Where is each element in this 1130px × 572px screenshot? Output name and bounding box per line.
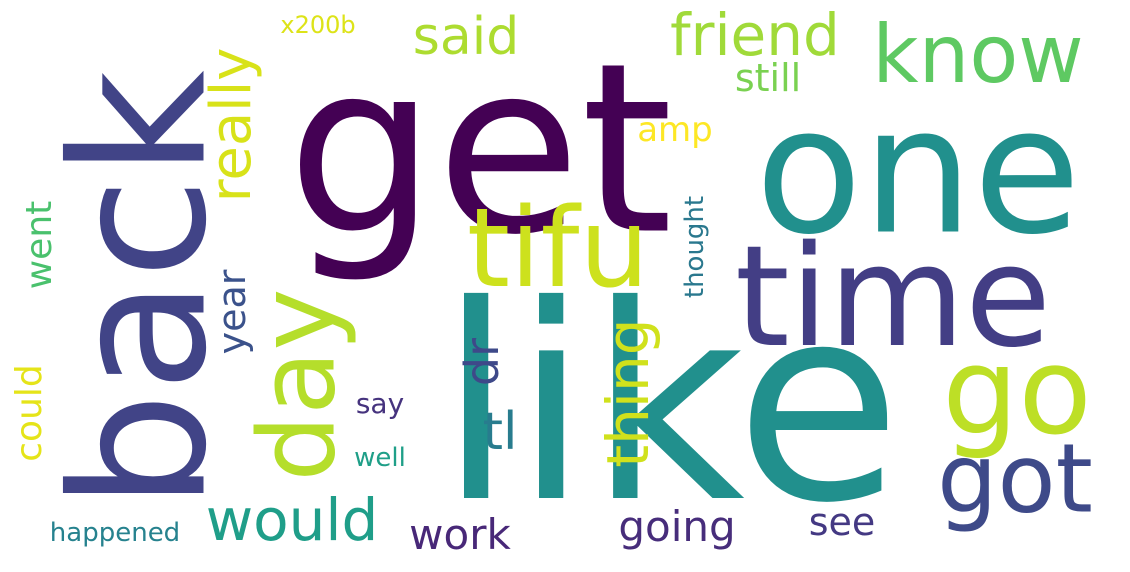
word-get: get: [287, 13, 673, 287]
word-work: work: [409, 510, 511, 559]
word-year: year: [210, 269, 254, 355]
word-say: say: [355, 387, 405, 420]
word-going: going: [618, 502, 736, 551]
word-well: well: [354, 443, 406, 473]
word-x200b: x200b: [280, 11, 356, 39]
word-one: one: [755, 70, 1081, 274]
word-amp: amp: [637, 110, 713, 150]
word-day: day: [236, 288, 359, 482]
word-could: could: [9, 364, 50, 462]
word-friend: friend: [670, 1, 840, 69]
word-tifu: tifu: [466, 184, 650, 312]
word-got: got: [937, 424, 1093, 535]
word-see: see: [808, 500, 876, 544]
word-know: know: [872, 8, 1084, 101]
word-still: still: [734, 56, 802, 100]
word-go: go: [942, 323, 1092, 462]
word-time: time: [734, 216, 1052, 379]
word-happened: happened: [49, 518, 181, 548]
word-like: like: [438, 247, 902, 562]
word-tl: tl: [482, 402, 518, 462]
word-would: would: [205, 486, 379, 554]
word-thought: thought: [680, 195, 710, 299]
word-went: went: [19, 200, 60, 290]
word-dr: dr: [455, 337, 509, 387]
word-thing: thing: [594, 318, 662, 468]
word-said: said: [412, 7, 520, 67]
word-really: really: [199, 47, 264, 203]
